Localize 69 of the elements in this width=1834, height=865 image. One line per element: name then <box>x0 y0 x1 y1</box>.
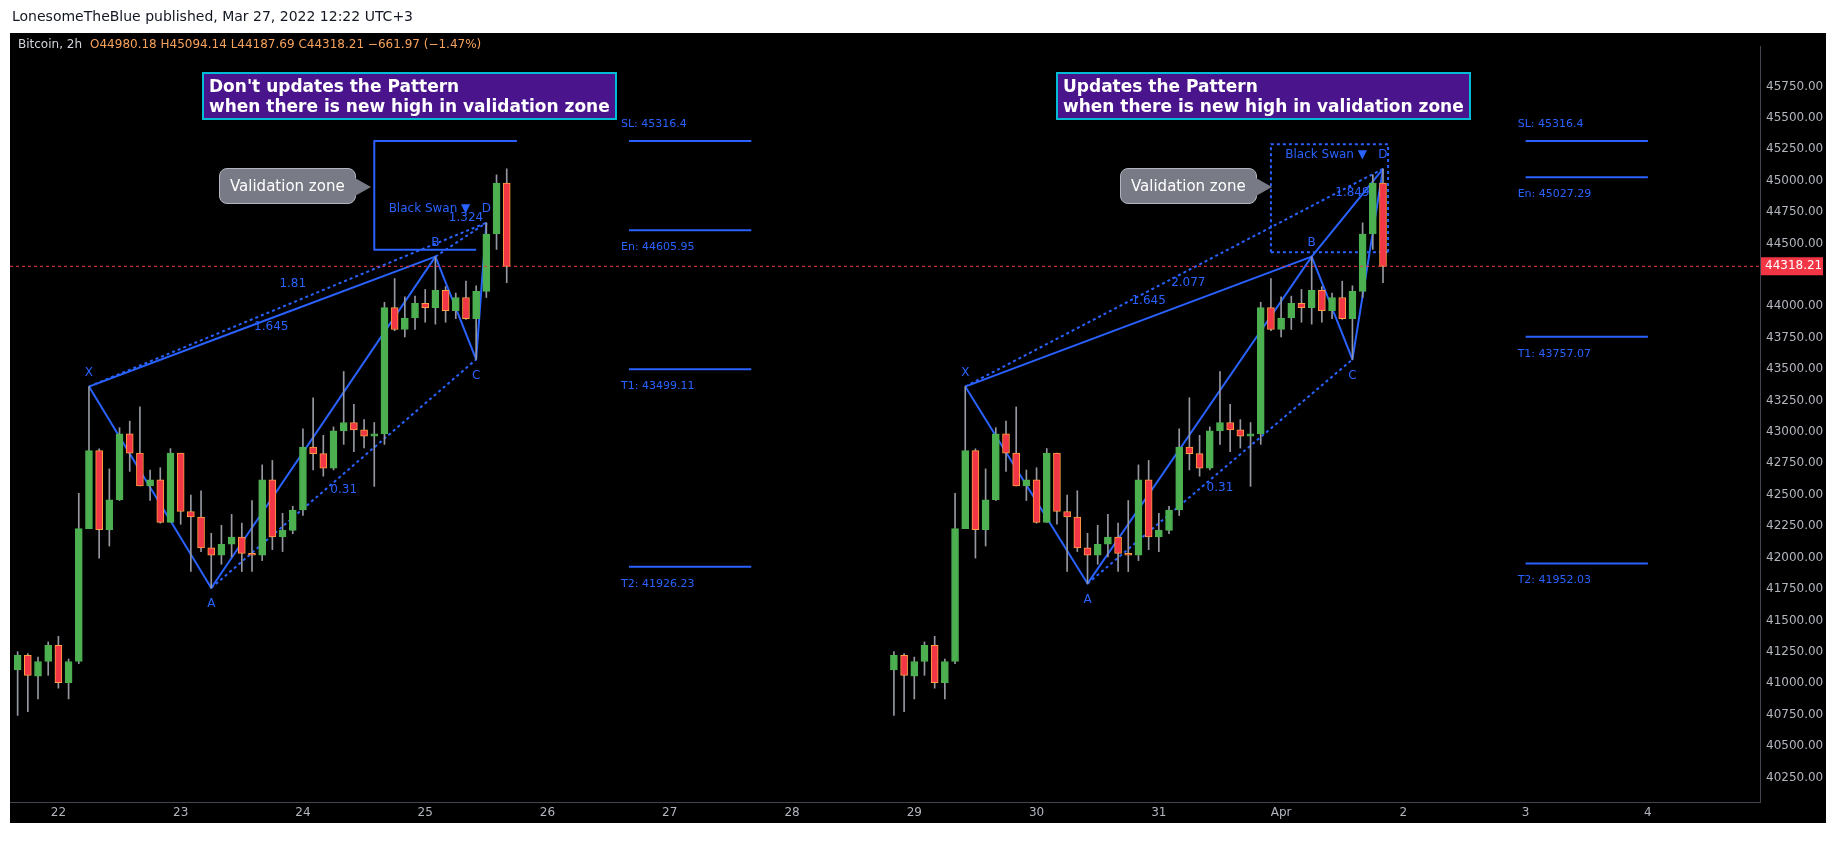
x-tick-label: 3 <box>1521 804 1530 819</box>
series-label: T1: 43757.07 <box>1516 346 1592 360</box>
annotation: Validation zone <box>1120 168 1257 204</box>
annotation: X <box>84 364 94 379</box>
annotation: D <box>1378 146 1388 161</box>
y-tick-label: 43250.00 <box>1766 392 1824 407</box>
y-tick-label: 41750.00 <box>1766 581 1824 596</box>
series-label: En: 44605.95 <box>621 240 695 254</box>
annotation: 0.31 <box>1206 479 1234 494</box>
series-label: SL: 45316.4 <box>1517 116 1584 130</box>
annotation: Don't updates the Pattern when there is new high in validation zone <box>202 72 617 120</box>
y-tick-label: 41000.00 <box>1766 675 1824 690</box>
annotation: B <box>1307 234 1316 249</box>
ref-line-label: 44318.21 <box>1765 258 1823 273</box>
y-tick-label: 42250.00 <box>1766 518 1824 533</box>
series-label: En: 45027.29 <box>1517 187 1592 201</box>
annotation: 0.31 <box>330 481 358 496</box>
y-tick-label: 44750.00 <box>1766 204 1824 219</box>
annotation: B <box>431 234 440 249</box>
chart-title: Bitcoin, 2h <box>18 37 83 51</box>
annotation: C <box>471 367 481 382</box>
y-tick-label: 45000.00 <box>1766 172 1824 187</box>
x-tick-label: 23 <box>173 804 189 819</box>
y-tick-label: 43750.00 <box>1766 329 1824 344</box>
series-label: T1: 43499.11 <box>620 379 695 393</box>
y-tick-label: 43000.00 <box>1766 424 1824 439</box>
y-tick-label: 42750.00 <box>1766 455 1824 470</box>
y-tick-label: 44500.00 <box>1766 235 1824 250</box>
chart-subtitle: O44980.18 H45094.14 L44187.69 C44318.21 −661.97 (−1.47%) <box>90 37 482 51</box>
y-tick-label: 42500.00 <box>1766 486 1824 501</box>
series-label: T2: 41952.03 <box>1516 573 1592 587</box>
annotation: Updates the Pattern when there is new high in validation zone <box>1056 72 1471 120</box>
y-tick-label: 42000.00 <box>1766 549 1824 564</box>
y-tick-label: 40250.00 <box>1766 769 1824 784</box>
x-tick-label: 26 <box>539 804 556 819</box>
series-label: SL: 45316.4 <box>621 116 687 130</box>
x-tick-label: Apr <box>1270 804 1292 819</box>
annotation: Validation zone <box>219 168 356 204</box>
annotation: X <box>961 364 970 379</box>
y-tick-label: 45500.00 <box>1766 109 1824 124</box>
x-tick-label: 29 <box>906 804 922 819</box>
y-tick-label: 40500.00 <box>1766 738 1824 753</box>
annotation: A <box>1083 591 1093 606</box>
annotation: C <box>1348 367 1357 382</box>
annotation: 1.81 <box>279 275 307 290</box>
y-tick-label: 45250.00 <box>1766 141 1824 156</box>
x-tick-label: 28 <box>784 804 800 819</box>
annotation: D <box>481 200 491 215</box>
annotation: A <box>207 596 217 611</box>
y-tick-label: 43500.00 <box>1766 361 1824 376</box>
x-tick-label: 30 <box>1028 804 1045 819</box>
y-tick-label: 41250.00 <box>1766 643 1824 658</box>
annotation: 1.645 <box>254 318 289 333</box>
y-tick-label: 44000.00 <box>1766 298 1824 313</box>
y-tick-label: 41500.00 <box>1766 612 1824 627</box>
series-label: T2: 41926.23 <box>620 576 695 590</box>
x-tick-label: 27 <box>662 804 678 819</box>
text: LonesomeTheBlue published, Mar 27, 2022 12:22 UTC+3 <box>12 8 414 24</box>
y-tick-label: 45750.00 <box>1766 78 1824 93</box>
x-tick-label: 22 <box>50 804 67 819</box>
annotation: Black Swan ▼ <box>1285 146 1368 161</box>
x-tick-label: 4 <box>1644 804 1652 819</box>
x-tick-label: 25 <box>417 804 433 819</box>
annotation: 2.077 <box>1171 275 1206 290</box>
y-tick-label: 40750.00 <box>1766 706 1824 721</box>
x-tick-label: 24 <box>295 804 311 819</box>
x-tick-label: 31 <box>1151 804 1167 819</box>
x-tick-label: 2 <box>1399 804 1408 819</box>
annotation: 1.645 <box>1131 292 1166 307</box>
